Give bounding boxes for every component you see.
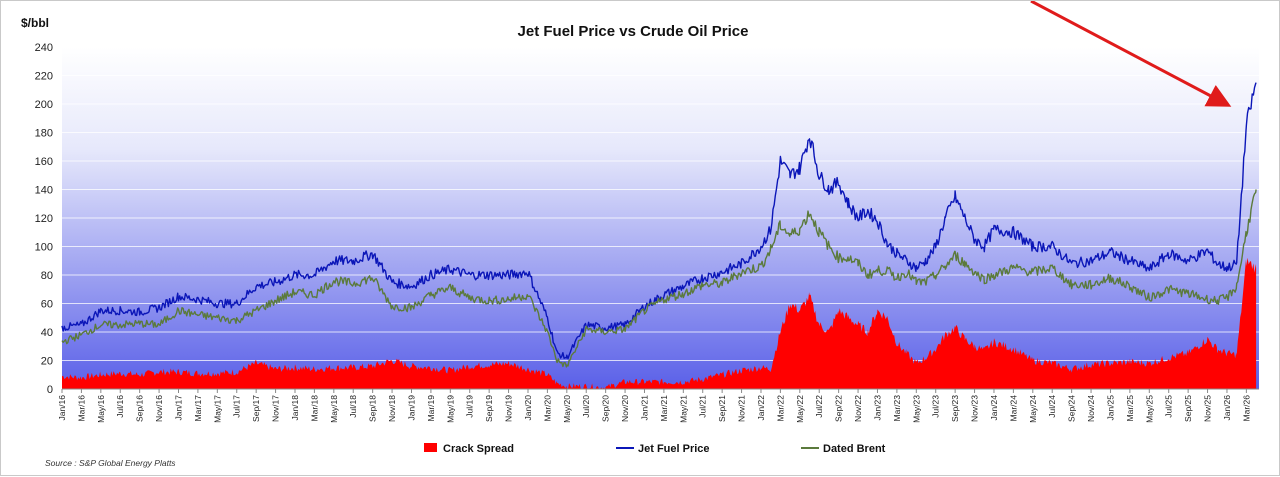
y-tick-label: 240 [35,42,53,54]
y-tick-label: 20 [41,356,53,368]
x-tick-label: Nov/19 [504,395,514,422]
x-tick-label: Mar/25 [1125,395,1135,422]
x-tick-label: Jul/18 [348,395,358,418]
x-tick-label: Jan/18 [290,395,300,421]
x-tick-label: May/23 [911,395,921,423]
x-tick-label: Jul/17 [232,395,242,418]
y-tick-label: 60 [41,299,53,311]
x-tick-label: Jul/20 [581,395,591,418]
x-tick-label: Sep/22 [834,395,844,422]
y-tick-label: 120 [35,213,53,225]
y-tick-label: 200 [35,99,53,111]
x-tick-label: Jul/25 [1164,395,1174,418]
x-tick-label: Mar/19 [426,395,436,422]
x-tick-label: Sep/25 [1183,395,1193,422]
x-tick-label: Jul/23 [931,395,941,418]
legend-label-dated-brent: Dated Brent [823,443,886,455]
y-axis-ticks: 0 20 40 60 80 100 120 140 160 180 200 220 240 [35,42,53,396]
source-note: Source : S&P Global Energy Platts [45,458,176,468]
x-tick-label: Mar/24 [1008,395,1018,422]
x-axis-ticks: Jan/16 Mar/16 May/16 Jul/16 Sep/16 Nov/16 Jan/… [57,389,1251,423]
x-tick-label: May/16 [96,395,106,423]
x-tick-label: Nov/16 [154,395,164,422]
x-tick-label: Sep/24 [1067,395,1077,422]
x-tick-label: May/21 [678,395,688,423]
y-tick-label: 0 [47,384,53,396]
y-tick-label: 220 [35,71,53,83]
x-tick-label: Nov/22 [853,395,863,422]
x-tick-label: Mar/18 [309,395,319,422]
grid-lines [62,46,1259,390]
chart-title: Jet Fuel Price vs Crude Oil Price [518,23,749,40]
x-tick-label: Jan/26 [1222,395,1232,421]
annotation-arrow [1030,1,1232,107]
x-tick-label: Jan/22 [756,395,766,421]
x-tick-label: Jul/16 [115,395,125,418]
x-tick-label: May/17 [212,395,222,423]
y-tick-label: 40 [41,327,53,339]
x-tick-label: Jul/19 [465,395,475,418]
x-tick-label: Nov/18 [387,395,397,422]
legend-label-jet-fuel-price: Jet Fuel Price [638,443,710,455]
x-tick-label: Jan/16 [57,395,67,421]
x-tick-label: May/19 [445,395,455,423]
x-tick-label: Mar/22 [775,395,785,422]
x-tick-label: Jan/23 [872,395,882,421]
x-tick-label: Nov/25 [1203,395,1213,422]
x-tick-label: Mar/26 [1241,395,1251,422]
series-layer [61,82,1257,389]
x-tick-label: Sep/17 [251,395,261,422]
jet-fuel-price-line [61,82,1257,360]
legend: Crack Spread Jet Fuel Price Dated Brent [424,443,886,455]
crack-spread-area [62,257,1257,389]
x-tick-label: Sep/18 [368,395,378,422]
x-tick-label: Mar/20 [542,395,552,422]
x-tick-label: May/24 [1028,395,1038,423]
x-tick-label: Sep/23 [950,395,960,422]
x-tick-label: Nov/23 [970,395,980,422]
x-tick-label: Nov/24 [1086,395,1096,422]
x-tick-label: Nov/21 [737,395,747,422]
x-tick-label: May/25 [1144,395,1154,423]
x-tick-label: Jan/17 [173,395,183,421]
x-tick-label: Mar/17 [193,395,203,422]
x-tick-label: Jan/19 [406,395,416,421]
y-axis-unit: $/bbl [21,16,49,30]
y-tick-label: 160 [35,156,53,168]
y-tick-label: 80 [41,270,53,282]
y-tick-label: 100 [35,242,53,254]
legend-swatch-crack-spread [424,443,437,452]
legend-label-crack-spread: Crack Spread [443,443,514,455]
x-tick-label: May/20 [562,395,572,423]
x-tick-label: Jul/24 [1047,395,1057,418]
x-tick-label: Nov/20 [620,395,630,422]
x-tick-label: Mar/21 [659,395,669,422]
x-tick-label: Jan/20 [523,395,533,421]
y-tick-label: 180 [35,128,53,140]
dated-brent-line [61,189,1257,368]
x-tick-label: May/22 [795,395,805,423]
x-tick-label: Mar/16 [76,395,86,422]
x-tick-label: Jan/21 [639,395,649,421]
x-tick-label: Mar/23 [892,395,902,422]
x-tick-label: Jan/24 [989,395,999,421]
x-tick-label: Jan/25 [1105,395,1115,421]
x-tick-label: Jul/22 [814,395,824,418]
x-tick-label: May/18 [329,395,339,423]
y-tick-label: 140 [35,185,53,197]
x-tick-label: Sep/19 [484,395,494,422]
x-tick-label: Nov/17 [271,395,281,422]
x-tick-label: Sep/20 [601,395,611,422]
x-tick-label: Sep/16 [135,395,145,422]
x-tick-label: Jul/21 [698,395,708,418]
x-tick-label: Sep/21 [717,395,727,422]
